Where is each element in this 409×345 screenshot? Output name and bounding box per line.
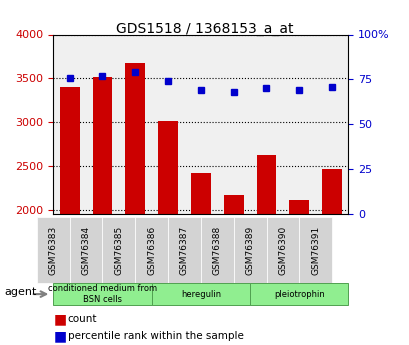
- Bar: [289, 200, 308, 345]
- Bar: [256, 155, 276, 345]
- Text: GSM76391: GSM76391: [310, 226, 319, 275]
- Text: heregulin: heregulin: [180, 289, 220, 299]
- Bar: [125, 63, 145, 345]
- Text: GSM76384: GSM76384: [81, 226, 90, 275]
- Text: GSM76388: GSM76388: [212, 226, 221, 275]
- Text: GSM76383: GSM76383: [49, 226, 58, 275]
- Text: ■: ■: [53, 312, 66, 326]
- Text: GSM76390: GSM76390: [278, 226, 287, 275]
- Text: conditioned medium from
BSN cells: conditioned medium from BSN cells: [48, 284, 157, 304]
- Text: GSM76389: GSM76389: [245, 226, 254, 275]
- Text: agent: agent: [4, 287, 36, 297]
- Text: percentile rank within the sample: percentile rank within the sample: [67, 332, 243, 341]
- Bar: [60, 87, 79, 345]
- Text: GSM76386: GSM76386: [147, 226, 156, 275]
- Bar: [223, 195, 243, 345]
- Text: ■: ■: [53, 329, 66, 343]
- Bar: [191, 173, 210, 345]
- Text: GDS1518 / 1368153_a_at: GDS1518 / 1368153_a_at: [116, 22, 293, 37]
- Text: count: count: [67, 314, 97, 324]
- Text: GSM76387: GSM76387: [180, 226, 189, 275]
- Text: pleiotrophin: pleiotrophin: [273, 289, 324, 299]
- Bar: [158, 121, 178, 345]
- Bar: [321, 169, 341, 345]
- Bar: [92, 77, 112, 345]
- Text: GSM76385: GSM76385: [114, 226, 123, 275]
